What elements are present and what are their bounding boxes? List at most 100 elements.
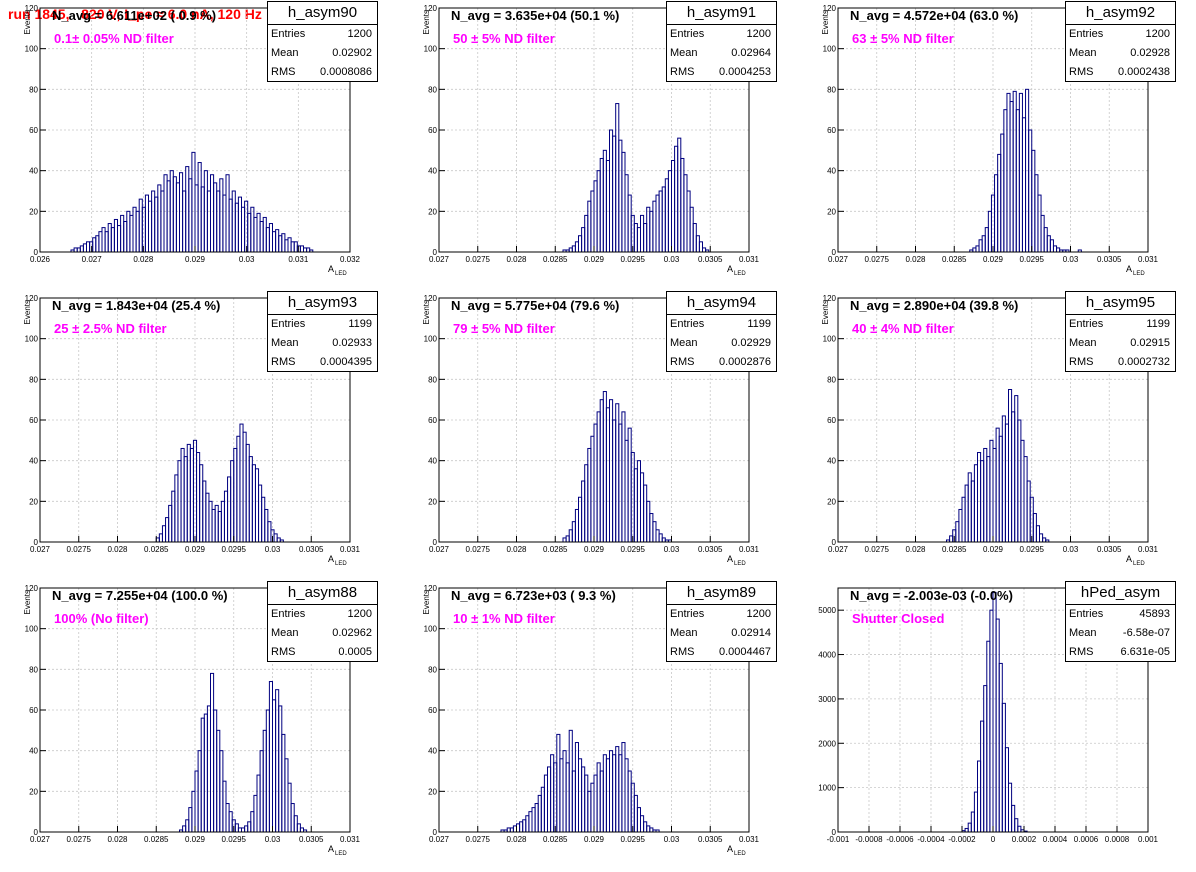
x-tick-label: 0.031 (340, 835, 361, 844)
navg-label: N_avg = 2.890e+04 (39.8 %) (850, 298, 1019, 313)
stats-row-rms: RMS 0.0004253 (667, 63, 776, 82)
histogram-plot: 0.027 0.0275 0.028 0.0285 0.029 0.0295 0.03 0.0… (23, 584, 361, 857)
x-tick-label: 0.0275 (466, 545, 491, 554)
navg-label: N_avg = 6.611e+02 ( 0.9 %) (52, 8, 217, 23)
stats-value: 0.02933 (332, 337, 372, 349)
stats-value: 0.02915 (1130, 337, 1170, 349)
stats-value: 1200 (746, 28, 771, 40)
stats-value: 1199 (348, 318, 372, 330)
stats-value: 1199 (1146, 318, 1170, 330)
y-tick-label: 20 (428, 787, 437, 796)
x-tick-label: 0.0305 (1097, 545, 1122, 554)
x-tick-label: 0.031 (739, 835, 760, 844)
x-tick-label: 0.0305 (1097, 255, 1122, 264)
x-tick-label: 0.0285 (543, 835, 568, 844)
stats-row-mean: Mean 0.02928 (1066, 44, 1175, 63)
stats-label: RMS (271, 646, 296, 658)
y-axis-label: Events (23, 300, 32, 324)
x-tick-label: 0.0295 (1020, 545, 1045, 554)
y-tick-label: 40 (29, 457, 38, 466)
x-tick-label: 0.0285 (942, 545, 967, 554)
histogram-plot: 0.027 0.0275 0.028 0.0285 0.029 0.0295 0.03 0.0… (23, 294, 361, 567)
stats-label: RMS (1069, 646, 1094, 658)
y-tick-label: 80 (29, 85, 38, 94)
y-tick-label: 100 (25, 335, 39, 344)
stats-row-mean: Mean 0.02914 (667, 624, 776, 643)
stats-value: 0.0002732 (1118, 356, 1170, 368)
x-tick-label: 0.0305 (299, 545, 324, 554)
y-tick-label: 120 (25, 294, 39, 303)
stats-row-entries: Entries 1199 (667, 315, 776, 334)
x-tick-label: 0.028 (107, 545, 128, 554)
stats-row-mean: Mean 0.02929 (667, 334, 776, 353)
x-axis-label: ALED (727, 844, 746, 857)
stats-label: RMS (1069, 66, 1094, 78)
y-tick-label: 120 (424, 584, 438, 593)
stats-box: h_asym90 Entries 1200 Mean 0.02902 RMS 0.00080… (267, 1, 378, 82)
y-tick-label: 40 (827, 167, 836, 176)
stats-label: Mean (1069, 337, 1097, 349)
stats-row-rms: RMS 0.0008086 (268, 63, 377, 82)
stats-row-mean: Mean 0.02902 (268, 44, 377, 63)
stats-row-rms: RMS 0.0002876 (667, 353, 776, 372)
stats-label: Entries (1069, 28, 1104, 40)
y-axis-label: Events (23, 590, 32, 614)
histogram-plot: 0.027 0.0275 0.028 0.0285 0.029 0.0295 0.03 0.0… (422, 4, 760, 277)
y-tick-label: 40 (827, 457, 836, 466)
x-tick-label: 0.001 (1138, 835, 1159, 844)
x-axis-label: ALED (727, 264, 746, 277)
x-tick-label: 0.027 (30, 545, 51, 554)
x-tick-label: 0.028 (107, 835, 128, 844)
stats-label: RMS (670, 646, 695, 658)
y-tick-label: 0 (832, 538, 837, 547)
y-tick-label: 20 (428, 207, 437, 216)
x-tick-label: 0.028 (506, 255, 527, 264)
x-tick-label: 0.0295 (222, 545, 247, 554)
stats-value: 0.0004253 (719, 66, 771, 78)
stats-value: 0.0005 (338, 646, 372, 658)
stats-value: 1200 (347, 608, 372, 620)
y-tick-label: 60 (428, 126, 437, 135)
stats-row-rms: RMS 0.0005 (268, 643, 377, 662)
x-tick-label: 0.029 (185, 255, 206, 264)
stats-value: 1200 (347, 28, 372, 40)
x-tick-label: 0.0295 (621, 255, 646, 264)
x-tick-label: 0.027 (429, 545, 450, 554)
y-tick-label: 1000 (818, 784, 836, 793)
y-tick-label: 120 (424, 4, 438, 13)
histogram-panel-h_asym89: 0.027 0.0275 0.028 0.0285 0.029 0.0295 0.03 0.0… (399, 580, 798, 870)
y-tick-label: 100 (823, 45, 837, 54)
stats-box: h_asym93 Entries 1199 Mean 0.02933 RMS 0.00043… (267, 291, 378, 372)
x-tick-label: 0 (991, 835, 996, 844)
stats-row-entries: Entries 1200 (268, 25, 377, 44)
y-tick-label: 0 (34, 828, 39, 837)
stats-label: Mean (271, 337, 299, 349)
y-tick-label: 80 (29, 665, 38, 674)
stats-label: Mean (670, 47, 698, 59)
y-tick-label: 40 (29, 167, 38, 176)
stats-label: Entries (670, 318, 705, 330)
y-tick-label: 100 (823, 335, 837, 344)
stats-row-entries: Entries 1199 (1066, 315, 1175, 334)
y-tick-label: 40 (428, 457, 437, 466)
y-tick-label: 4000 (818, 651, 836, 660)
y-tick-label: 60 (29, 416, 38, 425)
x-tick-label: 0.031 (1138, 255, 1159, 264)
y-tick-label: 20 (827, 207, 836, 216)
x-tick-label: 0.029 (185, 545, 206, 554)
stats-value: 6.631e-05 (1120, 646, 1170, 658)
x-tick-label: 0.0305 (299, 835, 324, 844)
histogram-plot: 0.027 0.0275 0.028 0.0285 0.029 0.0295 0.03 0.0… (821, 294, 1159, 567)
x-tick-label: 0.027 (429, 255, 450, 264)
stats-row-rms: RMS 0.0004395 (268, 353, 377, 372)
x-tick-label: 0.0275 (466, 255, 491, 264)
histogram-panel-h_asym93: 0.027 0.0275 0.028 0.0285 0.029 0.0295 0.03 0.0… (0, 290, 399, 580)
stats-value: 0.02928 (1130, 47, 1170, 59)
stats-box: h_asym94 Entries 1199 Mean 0.02929 RMS 0.00028… (666, 291, 777, 372)
stats-label: Mean (1069, 47, 1097, 59)
stats-label: Mean (1069, 627, 1097, 639)
x-tick-label: 0.027 (828, 545, 849, 554)
stats-value: -6.58e-07 (1122, 627, 1170, 639)
filter-label: 79 ± 5% ND filter (453, 321, 555, 336)
stats-row-rms: RMS 0.0002438 (1066, 63, 1175, 82)
